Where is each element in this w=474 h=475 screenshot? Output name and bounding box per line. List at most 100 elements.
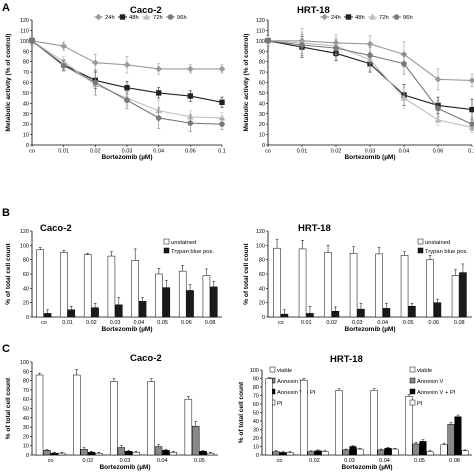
b-caco2-bar: [36, 249, 44, 318]
b-hrt18-bar: [400, 255, 409, 318]
c-hrt18-legend-label: PI: [417, 401, 423, 407]
c-hrt18-bar: [342, 449, 350, 456]
c-hrt18-ytick-label: 30: [253, 428, 259, 434]
c-caco2-ytick-label: 70: [23, 388, 29, 394]
c-caco2-ytick-label: 40: [23, 416, 29, 422]
b-caco2-xtick-label: 0.02: [86, 320, 97, 326]
b-hrt18-bar: [273, 247, 281, 318]
c-caco2-bar: [117, 447, 126, 456]
c-caco2-legend-label: Annexin V + PI: [277, 390, 316, 396]
b-hrt18-legend-label: Trypan blue pos.: [425, 249, 468, 255]
a-hrt18-xtick-label: 0.1: [468, 149, 474, 155]
c-hrt18-bar: [349, 446, 357, 456]
a-caco2-ytick-label: 60: [23, 81, 29, 87]
a-caco2-ytick-label: 20: [23, 122, 29, 128]
b-caco2-ylabel: % of total cell count: [5, 242, 12, 304]
a-caco2-point-96h: [219, 121, 225, 127]
b-caco2-xtick-label: co: [41, 320, 47, 326]
a-hrt18-ytick-label: 40: [259, 101, 265, 107]
c-hrt18-ytick-label: 100: [250, 368, 259, 374]
b-hrt18-legend-swatch: [417, 247, 424, 254]
c-hrt18-legend-label: Annexin V + PI: [417, 390, 456, 396]
c-caco2-bar: [191, 425, 200, 456]
a-hrt18-ytick-label: 80: [259, 60, 265, 66]
a-caco2-title: Caco-2: [130, 5, 162, 16]
c-hrt18-title: HRT-18: [330, 354, 363, 365]
a-hrt18-point-24h: [366, 40, 374, 48]
c-hrt18-ytick-label: 40: [253, 419, 259, 425]
a-caco2-point-96h: [155, 115, 162, 121]
c-caco2-ytick-label: 90: [23, 369, 29, 375]
c-caco2-xtick-label: 0.03: [120, 458, 131, 464]
a-caco2-ytick-label: 30: [23, 112, 29, 118]
panel-label-b: B: [2, 207, 10, 219]
a-caco2-point-24h: [187, 65, 194, 73]
c-hrt18-xtick-label: 0.02: [309, 458, 320, 464]
b-caco2-title: Caco-2: [40, 223, 72, 234]
c-caco2-ylabel: % of total cell count: [5, 377, 12, 439]
a-caco2-point-24h: [123, 61, 131, 69]
c-hrt18-bar: [335, 390, 343, 456]
panel-label-a: A: [2, 2, 10, 14]
a-hrt18-ytick-label: 30: [259, 112, 265, 118]
b-hrt18-xtick-label: 0.06: [428, 320, 439, 326]
b-hrt18-bar: [298, 248, 307, 318]
a-hrt18-legend-label: 96h: [403, 15, 413, 21]
b-caco2-xtick-label: 0.04: [134, 320, 145, 326]
c-caco2-legend-swatch: [269, 366, 276, 373]
c-caco2-bar: [43, 450, 51, 456]
c-caco2-bar: [80, 449, 88, 456]
c-hrt18-bar: [419, 441, 427, 456]
a-caco2-point-24h: [60, 42, 67, 50]
a-caco2-point-24h: [218, 65, 226, 73]
b-caco2-xtick-label: 0.03: [110, 320, 121, 326]
b-caco2-ytick-label: 40: [23, 286, 29, 292]
c-caco2-ytick-label: 100: [20, 360, 29, 366]
b-caco2-bar: [91, 307, 99, 318]
a-hrt18-point-96h: [367, 52, 373, 59]
b-hrt18-ytick-label: 80: [259, 258, 265, 264]
b-hrt18-bar: [331, 311, 340, 318]
c-hrt18-bar: [461, 450, 469, 456]
b-caco2-bar: [202, 275, 211, 318]
b-hrt18-bar: [280, 313, 289, 318]
c-hrt18-xtick-label: 0.08: [449, 458, 460, 464]
c-hrt18-bar: [454, 416, 462, 456]
a-caco2-point-96h: [29, 38, 35, 44]
b-caco2-xtick-label: 0.06: [181, 320, 192, 326]
c-caco2-title: Caco-2: [130, 353, 162, 364]
c-caco2-xtick-label: 0.05: [194, 458, 205, 464]
b-caco2-bar: [210, 286, 218, 318]
a-hrt18-xlabel: Bortezomib (µM): [344, 154, 395, 161]
a-caco2-legend-marker: [95, 13, 102, 21]
a-hrt18-ytick-label: 70: [259, 70, 265, 76]
c-hrt18-ylabel: % of total cell count: [238, 381, 245, 443]
c-hrt18-bar: [272, 451, 280, 456]
a-caco2-ylabel: Metabolic activity (% of control): [5, 34, 12, 132]
c-hrt18-bar: [370, 390, 378, 456]
b-hrt18-ytick-label: 20: [259, 301, 265, 307]
a-hrt18-ytick-label: 90: [259, 49, 265, 55]
c-hrt18-bar: [321, 451, 329, 456]
b-hrt18-legend-swatch: [417, 238, 424, 245]
a-caco2-ytick-label: 110: [20, 28, 29, 34]
a-caco2-ytick-label: 10: [23, 133, 29, 139]
c-caco2-bar: [57, 452, 66, 456]
b-caco2-xtick-label: 0.01: [62, 320, 73, 326]
a-caco2-point-96h: [187, 120, 194, 126]
a-hrt18-legend-marker: [345, 14, 352, 20]
b-hrt18-bar: [382, 308, 391, 318]
b-caco2-ytick-label: 60: [23, 272, 29, 278]
b-caco2-bar: [162, 287, 171, 318]
panel-label-c: C: [2, 343, 10, 355]
c-caco2-bar: [124, 451, 133, 456]
b-hrt18-xtick-label: co: [278, 320, 284, 326]
b-caco2-bar: [107, 255, 116, 318]
b-caco2-xlabel: Bortezomib (µM): [101, 326, 152, 333]
a-caco2-point-24h: [92, 59, 99, 67]
b-hrt18-bar: [357, 308, 365, 318]
c-hrt18-xtick-label: 0.04: [379, 458, 390, 464]
c-caco2-ytick-label: 0: [26, 453, 29, 459]
c-hrt18-xtick-label: co: [277, 458, 283, 464]
